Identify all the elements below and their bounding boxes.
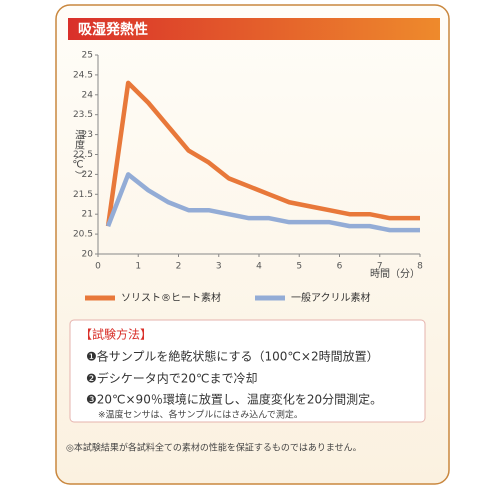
- method-step: ❶各サンプルを絶乾状態にする（100℃×2時間放置）: [86, 349, 379, 364]
- y-axis-label: 温度（℃）: [72, 129, 84, 180]
- method-note: ※温度センサは、各サンプルにはさみ込んで測定。: [98, 409, 303, 421]
- legend-label: ソリスト®ヒート素材: [121, 291, 221, 304]
- method-heading: 【試験方法】: [80, 327, 152, 342]
- y-tick-label: 24: [82, 90, 94, 100]
- title-bar: [68, 18, 440, 40]
- method-step: ❸20℃×90％環境に放置し、温度変化を20分間測定。: [86, 392, 382, 407]
- x-tick-label: 3: [216, 262, 222, 272]
- y-tick-label: 20.5: [73, 230, 93, 240]
- y-tick-label: 21: [82, 210, 93, 220]
- y-tick-label: 23: [82, 130, 93, 140]
- y-tick-label: 21.5: [73, 190, 93, 200]
- x-tick-label: 8: [417, 262, 423, 272]
- footer-note: ◎本試験結果が各試料全ての素材の性能を保証するものではありません。: [66, 442, 362, 454]
- x-tick-label: 2: [176, 262, 182, 272]
- y-tick-label: 23.5: [73, 110, 93, 120]
- x-axis-label: 時間（分）: [370, 268, 420, 280]
- series-line: [105, 172, 420, 233]
- y-tick-label: 24.5: [73, 70, 93, 80]
- series-line: [105, 80, 420, 227]
- x-tick-label: 5: [296, 262, 302, 272]
- x-tick-label: 6: [337, 262, 343, 272]
- method-step: ❷デシケータ内で20℃まで冷却: [86, 371, 258, 386]
- x-tick-label: 1: [135, 262, 141, 272]
- y-tick-label: 22.5: [73, 150, 93, 160]
- method-box: [69, 319, 426, 423]
- y-tick-label: 20: [82, 250, 94, 260]
- y-tick-label: 25: [82, 51, 93, 61]
- legend-label: 一般アクリル素材: [291, 291, 371, 304]
- x-tick-label: 4: [256, 262, 262, 272]
- chart-title: 吸湿発熱性: [78, 21, 148, 38]
- x-tick-label: 7: [377, 262, 383, 272]
- x-tick-label: 0: [95, 262, 101, 272]
- y-tick-label: 22: [82, 170, 93, 180]
